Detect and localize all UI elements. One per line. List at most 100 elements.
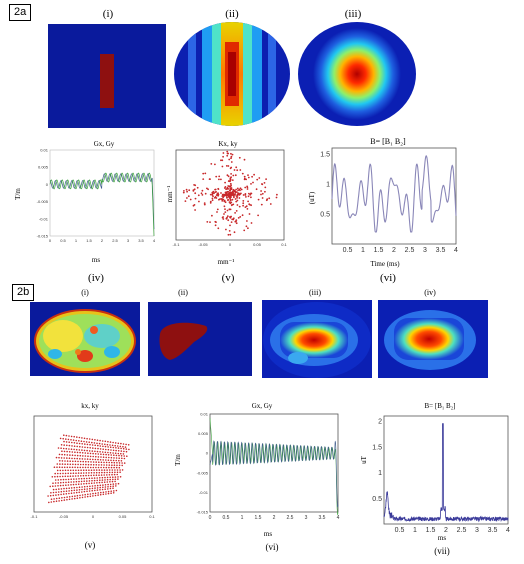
- kspace-point: [206, 187, 208, 190]
- kspace-point: [194, 197, 197, 200]
- kspace-point: [82, 474, 85, 477]
- kspace-point: [239, 169, 242, 171]
- kspace-point: [92, 464, 95, 466]
- kspace-point: [90, 461, 92, 463]
- kspace-point: [61, 497, 63, 499]
- kspace-point: [88, 482, 90, 485]
- kspace-point: [56, 466, 58, 468]
- kspace-point: [197, 194, 200, 197]
- kspace-point: [86, 458, 89, 460]
- kspace-point: [90, 463, 92, 466]
- kspace-point: [115, 454, 118, 457]
- kspace-point: [83, 437, 86, 440]
- kspace-point: [85, 463, 87, 466]
- kspace-point: [104, 451, 107, 454]
- kspace-point: [61, 460, 64, 462]
- kspace-point: [81, 488, 83, 491]
- kspace-point: [217, 188, 220, 190]
- x-tick-label: 0.5: [223, 515, 230, 521]
- kspace-point: [100, 491, 102, 494]
- kspace-point: [242, 200, 245, 202]
- kspace-point: [109, 483, 112, 486]
- kspace-point: [264, 190, 266, 193]
- kspace-point: [99, 484, 102, 487]
- kspace-point: [92, 452, 94, 455]
- kspace-point: [105, 453, 107, 456]
- kspace-point: [78, 486, 81, 488]
- plot-b-v-title: kx, ky: [81, 402, 99, 410]
- kspace-point: [233, 193, 235, 196]
- kspace-point: [102, 491, 105, 494]
- x-tick-label: 3: [305, 515, 308, 521]
- kspace-point: [214, 163, 216, 166]
- kspace-point: [193, 184, 195, 186]
- kspace-point: [62, 447, 65, 450]
- kspace-point: [71, 498, 73, 500]
- kspace-point: [248, 213, 251, 215]
- kspace-point: [76, 497, 79, 499]
- kspace-point: [57, 472, 59, 475]
- gradient-plot-b: 0 0.5 1 1.5 2 2.5 3 3.5 4 0.01 0.005 0 -0.005 -0.01 -0…: [197, 412, 340, 522]
- kspace-point: [83, 483, 85, 485]
- kspace-point: [107, 486, 109, 488]
- kspace-point: [97, 447, 99, 450]
- x-tick-label: 0: [209, 515, 212, 521]
- x-tick-label: 2: [101, 238, 104, 243]
- kspace-point: [108, 474, 111, 476]
- image-b-iv-label: (iv): [424, 288, 436, 297]
- kspace-point: [115, 447, 117, 449]
- kspace-point: [78, 480, 80, 483]
- kspace-point: [120, 455, 123, 457]
- kspace-point: [94, 487, 96, 489]
- kspace-point: [222, 193, 225, 196]
- kspace-point: [67, 484, 70, 486]
- kspace-point: [114, 469, 116, 471]
- kspace-point: [64, 469, 67, 472]
- kspace-point: [246, 220, 248, 222]
- kspace-point: [60, 493, 62, 496]
- kspace-point: [61, 475, 64, 478]
- kspace-point: [82, 463, 85, 466]
- kspace-point: [83, 440, 85, 443]
- kspace-point: [232, 217, 235, 220]
- kspace-point: [235, 222, 238, 225]
- kspace-point: [60, 490, 63, 493]
- kspace-point: [89, 493, 92, 495]
- kspace-point: [71, 495, 74, 498]
- kspace-point: [222, 198, 225, 201]
- kspace-point: [93, 442, 96, 444]
- kspace-point: [103, 461, 105, 464]
- kspace-point: [79, 460, 82, 463]
- kspace-point: [209, 221, 211, 223]
- kspace-point: [77, 463, 79, 466]
- y-tick-label: 1.5: [320, 152, 330, 159]
- kspace-point: [100, 453, 102, 455]
- kspace-point: [247, 176, 250, 179]
- kspace-point: [102, 493, 105, 496]
- kspace-point: [74, 463, 77, 466]
- kspace-point: [200, 192, 203, 195]
- kspace-point: [253, 173, 255, 176]
- kspace-point: [239, 216, 242, 218]
- x-tick-label: 0.1: [149, 514, 155, 519]
- kspace-point: [94, 444, 96, 447]
- kspace-point: [229, 233, 232, 236]
- kspace-point: [260, 203, 263, 206]
- kspace-point: [225, 228, 227, 231]
- kspace-point: [115, 459, 117, 462]
- kspace-point: [98, 481, 101, 484]
- kspace-point: [187, 195, 190, 198]
- kspace-point: [113, 464, 116, 466]
- kspace-point: [50, 501, 53, 503]
- kspace-point: [227, 219, 230, 222]
- kspace-point: [119, 445, 122, 448]
- kspace-point: [60, 499, 63, 502]
- kspace-point: [87, 493, 89, 496]
- kspace-point: [229, 192, 231, 194]
- kspace-point: [86, 443, 89, 446]
- kspace-point: [231, 190, 234, 193]
- kspace-point: [227, 175, 230, 178]
- kspace-point: [78, 440, 80, 442]
- kspace-point: [101, 481, 103, 484]
- kspace-point: [242, 194, 245, 196]
